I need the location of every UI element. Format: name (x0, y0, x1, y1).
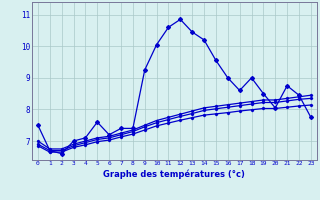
X-axis label: Graphe des températures (°c): Graphe des températures (°c) (103, 169, 245, 179)
